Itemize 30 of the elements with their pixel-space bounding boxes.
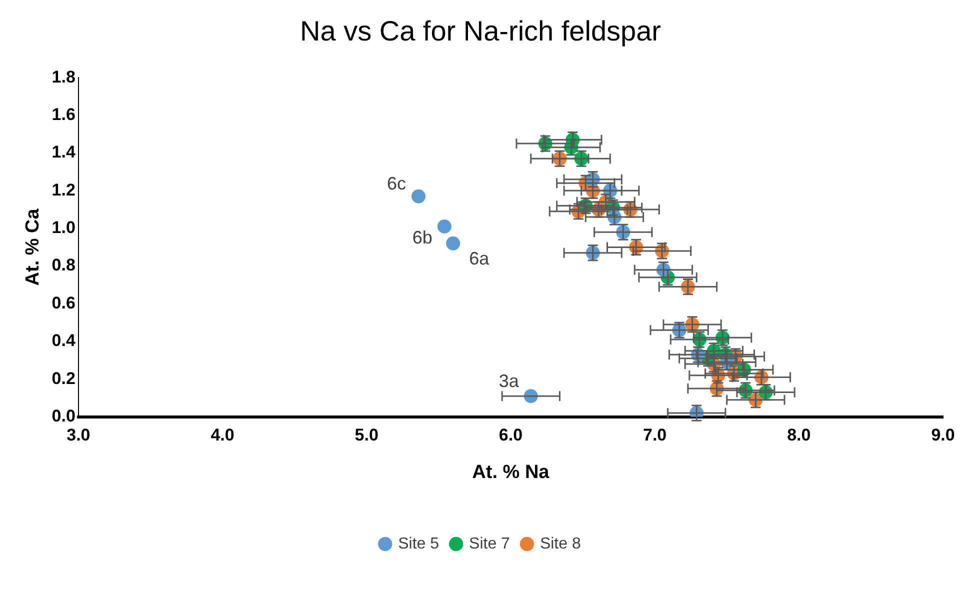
point: [446, 236, 460, 250]
y-tick-label: 0.8: [52, 256, 76, 275]
legend-label: Site 7: [469, 535, 510, 552]
x-axis-title: At. % Na: [472, 462, 550, 483]
legend-label: Site 8: [540, 535, 581, 552]
x-tick-label: 6.0: [498, 426, 523, 445]
y-tick-label: 0.4: [52, 331, 76, 350]
x-tick-label: 4.0: [210, 426, 234, 445]
y-axis-title: At. % Ca: [22, 208, 44, 286]
y-tick-label: 0.6: [52, 293, 76, 312]
chart-title: Na vs Ca for Na-rich feldspar: [300, 16, 662, 47]
y-tick-label: 1.2: [52, 180, 76, 200]
annotation: 6c: [386, 173, 406, 194]
legend-label: Site 5: [398, 535, 440, 552]
x-tick-label: 3.0: [66, 426, 90, 445]
x-tick-label: 9.0: [931, 426, 955, 445]
y-tick-label: 0.2: [52, 368, 76, 388]
y-tick-label: 1.8: [52, 67, 76, 86]
point: [437, 219, 452, 234]
x-tick-label: 7.0: [642, 426, 667, 445]
annotation: 6b: [412, 227, 432, 248]
x-tick-label: 8.0: [787, 426, 811, 445]
y-tick-label: 1.4: [52, 142, 76, 162]
x-tick-label: 5.0: [354, 426, 378, 445]
y-tick-label: 1.0: [52, 218, 76, 238]
annotation: 3a: [498, 371, 520, 392]
y-tick-label: 0.0: [52, 406, 76, 426]
annotation: 6a: [469, 248, 490, 268]
point: [411, 189, 426, 204]
y-tick-label: 1.6: [52, 104, 76, 124]
